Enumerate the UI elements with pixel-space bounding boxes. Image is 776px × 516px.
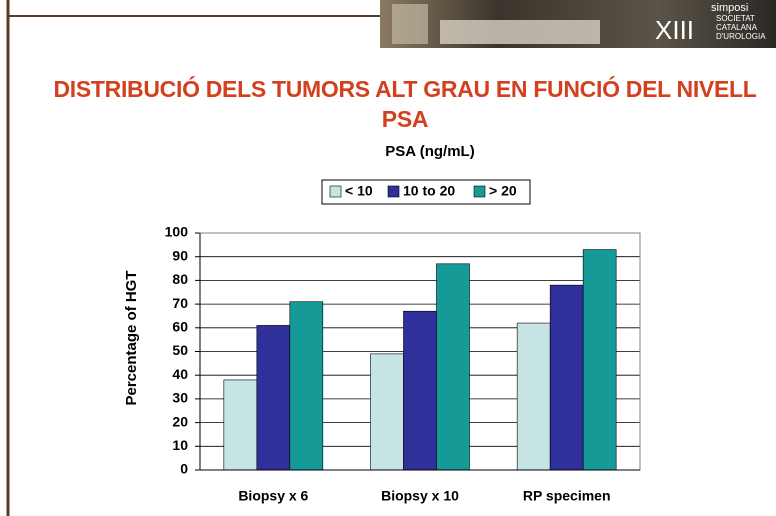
banner-text: SOCIETAT bbox=[716, 14, 755, 23]
banner-image bbox=[392, 4, 428, 44]
bar bbox=[257, 325, 290, 470]
legend-label: > 20 bbox=[489, 183, 517, 199]
chart-title: DISTRIBUCIÓ DELS TUMORS ALT GRAU EN FUNC… bbox=[50, 74, 760, 134]
legend-swatch bbox=[330, 186, 341, 197]
legend-label: < 10 bbox=[345, 183, 373, 199]
y-tick-label: 20 bbox=[172, 413, 188, 429]
bar bbox=[404, 311, 437, 470]
y-tick-label: 100 bbox=[165, 224, 189, 240]
legend-swatch bbox=[474, 186, 485, 197]
bar bbox=[517, 323, 550, 470]
y-tick-label: 50 bbox=[172, 342, 188, 358]
bar bbox=[371, 354, 404, 470]
banner-text: simposi bbox=[711, 2, 748, 14]
y-tick-label: 90 bbox=[172, 247, 188, 263]
y-tick-label: 10 bbox=[172, 437, 188, 453]
legend-swatch bbox=[388, 186, 399, 197]
y-tick-label: 70 bbox=[172, 295, 188, 311]
y-tick-label: 60 bbox=[172, 319, 188, 335]
bar bbox=[437, 264, 470, 470]
banner-numeral: XIII bbox=[655, 15, 694, 45]
bar bbox=[550, 285, 583, 470]
legend-label: 10 to 20 bbox=[403, 183, 455, 199]
slide: XIII simposi SOCIETAT CATALANA D'UROLOGI… bbox=[0, 0, 776, 516]
banner-image bbox=[440, 20, 600, 44]
bar bbox=[224, 380, 257, 470]
banner-text: D'UROLOGIA bbox=[716, 32, 766, 41]
chart-subtitle: PSA (ng/mL) bbox=[385, 143, 474, 160]
y-tick-label: 30 bbox=[172, 390, 188, 406]
y-tick-label: 80 bbox=[172, 271, 188, 287]
banner-text: CATALANA bbox=[716, 23, 758, 32]
bar bbox=[290, 302, 323, 470]
y-axis-label: Percentage of HGT bbox=[123, 270, 140, 405]
x-tick-label: RP specimen bbox=[523, 488, 611, 504]
bar bbox=[583, 250, 616, 470]
x-tick-label: Biopsy x 6 bbox=[238, 488, 308, 504]
x-tick-label: Biopsy x 10 bbox=[381, 488, 459, 504]
y-tick-label: 0 bbox=[180, 461, 188, 477]
y-tick-label: 40 bbox=[172, 366, 188, 382]
